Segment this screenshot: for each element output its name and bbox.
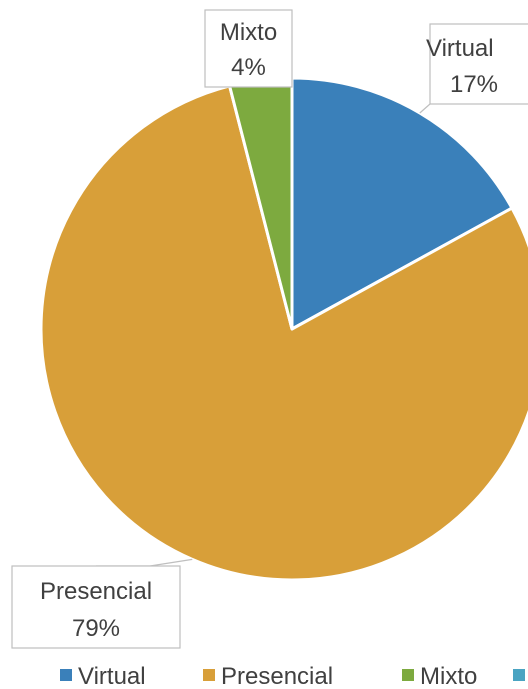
legend-item-mixto: Mixto bbox=[402, 663, 477, 689]
data-label-box bbox=[204, 9, 293, 88]
data-label-name: Presencial bbox=[40, 578, 152, 605]
leader-line-virtual bbox=[419, 103, 431, 114]
data-label-percent: 79% bbox=[72, 615, 120, 642]
data-label-name: Mixto bbox=[220, 19, 277, 46]
legend-swatch bbox=[203, 669, 215, 681]
legend-label: Virtual bbox=[78, 663, 146, 689]
data-label-name: Virtual bbox=[426, 35, 494, 62]
data-label-virtual: Virtual 17% bbox=[426, 23, 528, 105]
data-label-percent: 17% bbox=[450, 71, 498, 98]
legend-label: Presencial bbox=[221, 663, 333, 689]
data-label-box bbox=[11, 565, 181, 649]
legend-swatch bbox=[60, 669, 72, 681]
legend-swatch bbox=[402, 669, 414, 681]
data-label-percent: 4% bbox=[231, 54, 266, 81]
data-label-mixto: Mixto 4% bbox=[204, 9, 293, 88]
legend-label: Mixto bbox=[420, 663, 477, 689]
data-label-box bbox=[429, 23, 528, 105]
legend-swatch bbox=[513, 669, 525, 681]
pie-slice-virtual bbox=[290, 76, 514, 331]
legend-item-presencial: Presencial bbox=[203, 663, 333, 689]
legend-item-virtual: Virtual bbox=[60, 663, 146, 689]
pie-slice-presencial bbox=[39, 84, 528, 582]
data-label-presencial: Presencial 79% bbox=[11, 565, 181, 649]
pie-slices bbox=[39, 76, 528, 582]
leader-line-presencial bbox=[96, 558, 193, 567]
legend: Virtual Presencial Mixto bbox=[60, 663, 525, 689]
legend-item-4 bbox=[513, 669, 525, 681]
